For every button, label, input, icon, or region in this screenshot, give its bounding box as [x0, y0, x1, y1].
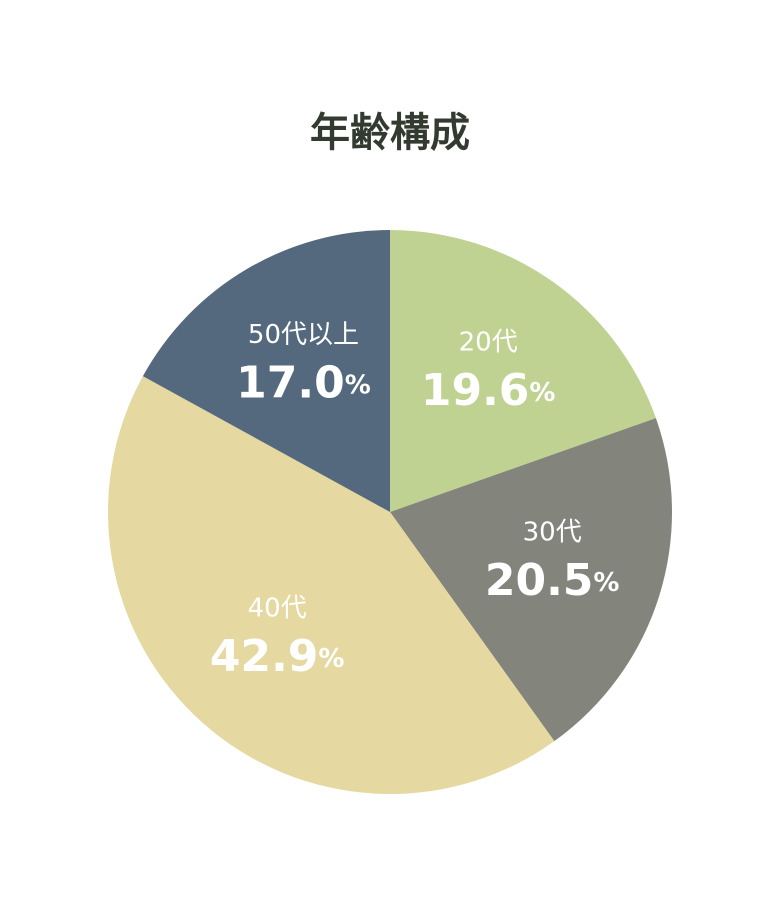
value-label: 19.6%: [421, 365, 556, 416]
value-unit: %: [318, 644, 344, 674]
category-label: 30代: [523, 518, 582, 548]
value-label: 17.0%: [236, 358, 371, 409]
category-label: 50代以上: [248, 320, 359, 350]
value-number: 19.6: [421, 365, 530, 416]
value-unit: %: [345, 370, 371, 400]
pie-slice: [142, 230, 390, 512]
category-label: 40代: [248, 594, 307, 624]
value-label: 20.5%: [485, 555, 620, 606]
pie-slice: [108, 376, 555, 794]
value-unit: %: [529, 378, 555, 408]
value-number: 17.0: [236, 358, 345, 409]
value-unit: %: [593, 568, 619, 598]
value-label: 42.9%: [210, 631, 345, 682]
chart-title: 年齢構成: [310, 110, 470, 156]
pie-slice: [390, 230, 656, 512]
pie-slice: [390, 418, 672, 742]
category-label: 20代: [459, 328, 518, 358]
value-number: 20.5: [485, 555, 594, 606]
value-number: 42.9: [210, 631, 319, 682]
